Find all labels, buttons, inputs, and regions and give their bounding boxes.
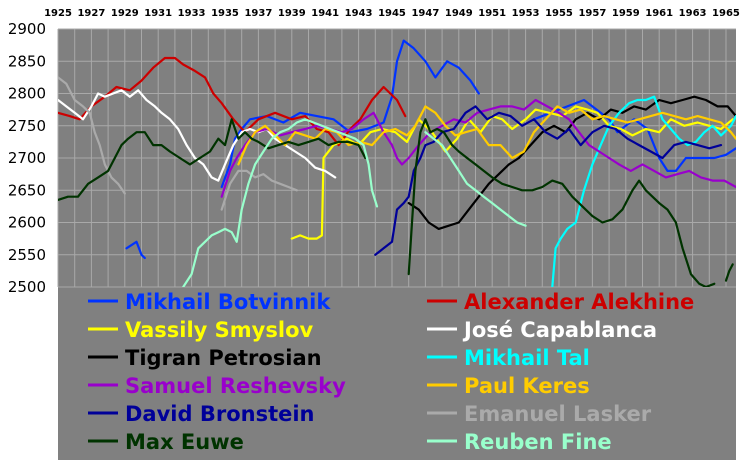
series-line-jose-capablanca bbox=[58, 89, 337, 182]
legend-label-reuben-fine: Reuben Fine bbox=[464, 430, 612, 454]
y-tick-label: 2600 bbox=[8, 214, 46, 232]
y-tick-label: 2800 bbox=[8, 85, 46, 103]
series-line-max-euwe bbox=[407, 118, 716, 287]
y-tick-label: 2650 bbox=[8, 181, 46, 199]
x-tick-label: 1939 bbox=[278, 8, 306, 19]
legend-label-david-bronstein: David Bronstein bbox=[125, 402, 315, 426]
series-line-mikhail-botvinnik bbox=[220, 39, 480, 189]
series-line-emanuel-lasker bbox=[220, 169, 298, 211]
x-tick-label: 1931 bbox=[144, 8, 172, 19]
series-line-paul-keres bbox=[237, 105, 736, 166]
legend-label-alexander-alekhine: Alexander Alekhine bbox=[464, 290, 694, 314]
x-tick-label: 1955 bbox=[545, 8, 573, 19]
legend-label-mikhail-tal: Mikhail Tal bbox=[464, 346, 590, 370]
x-tick-label: 1925 bbox=[44, 8, 72, 19]
x-tick-label: 1933 bbox=[178, 8, 206, 19]
y-tick-label: 2850 bbox=[8, 52, 46, 70]
legend-label-tigran-petrosian: Tigran Petrosian bbox=[125, 346, 322, 370]
legend-label-paul-keres: Paul Keres bbox=[464, 374, 590, 398]
x-tick-label: 1949 bbox=[445, 8, 473, 19]
x-axis-ticks: 1925 1927 1929 1931 1933 1935 1937 1939 1941 1943… bbox=[44, 8, 740, 19]
series-line-emanuel-lasker bbox=[58, 76, 126, 195]
legend-label-mikhail-botvinnik: Mikhail Botvinnik bbox=[125, 290, 331, 314]
legend-label-vassily-smyslov: Vassily Smyslov bbox=[125, 318, 313, 342]
legend-label-jose-capablanca: José Capablanca bbox=[462, 318, 657, 342]
series-lines bbox=[58, 39, 736, 287]
x-tick-label: 1935 bbox=[211, 8, 239, 19]
series-line-samuel-reshevsky bbox=[220, 98, 736, 198]
y-tick-label: 2700 bbox=[8, 149, 46, 167]
y-tick-label: 2500 bbox=[8, 278, 46, 296]
x-tick-label: 1959 bbox=[612, 8, 640, 19]
y-tick-label: 2750 bbox=[8, 117, 46, 135]
x-tick-label: 1947 bbox=[411, 8, 439, 19]
y-tick-label: 2550 bbox=[8, 246, 46, 264]
series-line-mikhail-tal bbox=[551, 95, 736, 287]
legend-label-samuel-reshevsky: Samuel Reshevsky bbox=[125, 374, 346, 398]
x-tick-label: 1943 bbox=[345, 8, 373, 19]
x-tick-label: 1929 bbox=[111, 8, 139, 19]
y-tick-label: 2900 bbox=[8, 20, 46, 38]
x-tick-label: 1963 bbox=[679, 8, 707, 19]
legend-label-max-euwe: Max Euwe bbox=[125, 430, 244, 454]
x-tick-label: 1965 bbox=[712, 8, 740, 19]
x-tick-label: 1937 bbox=[244, 8, 272, 19]
series-line-max-euwe bbox=[724, 263, 734, 282]
x-tick-label: 1957 bbox=[578, 8, 606, 19]
series-line-mikhail-botvinnik bbox=[125, 240, 146, 260]
series-line-david-bronstein bbox=[374, 105, 723, 256]
series-group bbox=[58, 39, 736, 287]
series-line-max-euwe bbox=[58, 118, 367, 201]
x-tick-label: 1951 bbox=[478, 8, 506, 19]
x-tick-label: 1961 bbox=[645, 8, 673, 19]
x-tick-label: 1953 bbox=[512, 8, 540, 19]
y-axis-ticks: 2500 2550 2600 2650 2700 2750 2800 2850 2900 bbox=[8, 20, 46, 296]
gridlines bbox=[57, 28, 736, 288]
x-tick-label: 1927 bbox=[77, 8, 105, 19]
x-tick-label: 1945 bbox=[378, 8, 406, 19]
legend: Mikhail Botvinnik Alexander Alekhine Vassi… bbox=[88, 290, 694, 454]
series-line-reuben-fine bbox=[182, 118, 379, 287]
legend-label-emanuel-lasker: Emanuel Lasker bbox=[464, 402, 652, 426]
x-tick-label: 1941 bbox=[311, 8, 339, 19]
series-line-reuben-fine bbox=[424, 131, 527, 227]
